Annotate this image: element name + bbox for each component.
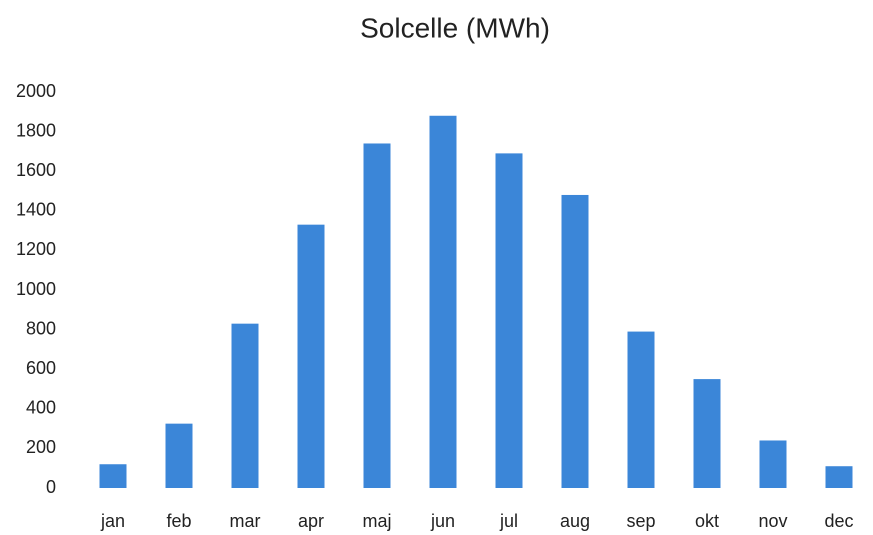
x-tick-label: apr — [298, 511, 324, 531]
bar — [627, 331, 655, 488]
y-tick-label: 200 — [26, 437, 56, 457]
x-tick-label: jun — [430, 511, 455, 531]
y-tick-label: 1600 — [16, 160, 56, 180]
x-tick-label: aug — [560, 511, 590, 531]
chart-title: Solcelle (MWh) — [360, 12, 550, 43]
y-tick-label: 1400 — [16, 200, 56, 220]
x-tick-label: mar — [230, 511, 261, 531]
y-tick-label: 2000 — [16, 81, 56, 101]
y-tick-label: 600 — [26, 358, 56, 378]
bar — [99, 464, 127, 488]
bar — [231, 323, 259, 488]
bar — [825, 466, 853, 488]
bar — [561, 194, 589, 488]
x-tick-label: nov — [758, 511, 787, 531]
bar — [165, 423, 193, 488]
bar — [495, 153, 523, 488]
x-tick-label: sep — [626, 511, 655, 531]
x-tick-label: feb — [166, 511, 191, 531]
x-tick-label: dec — [824, 511, 853, 531]
bar — [297, 224, 325, 488]
bar — [363, 143, 391, 489]
x-tick-label: jul — [499, 511, 518, 531]
y-tick-label: 400 — [26, 398, 56, 418]
bar — [429, 115, 457, 488]
x-tick-label: maj — [362, 511, 391, 531]
bar — [693, 379, 721, 488]
y-tick-label: 1200 — [16, 239, 56, 259]
y-tick-label: 1800 — [16, 120, 56, 140]
x-tick-label: okt — [695, 511, 719, 531]
bar — [759, 440, 787, 488]
y-tick-label: 800 — [26, 318, 56, 338]
y-tick-label: 0 — [46, 477, 56, 497]
x-tick-label: jan — [100, 511, 125, 531]
y-tick-label: 1000 — [16, 279, 56, 299]
